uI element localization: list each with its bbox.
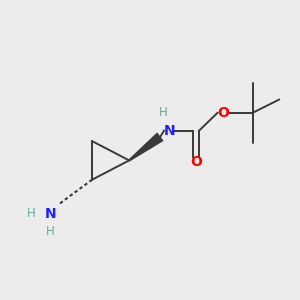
Text: H: H — [46, 225, 55, 238]
Polygon shape — [128, 132, 164, 161]
Text: N: N — [164, 124, 175, 138]
Text: H: H — [159, 106, 168, 119]
Text: O: O — [217, 106, 229, 120]
Text: H: H — [27, 207, 35, 220]
Text: N: N — [45, 207, 56, 221]
Text: O: O — [190, 155, 202, 169]
